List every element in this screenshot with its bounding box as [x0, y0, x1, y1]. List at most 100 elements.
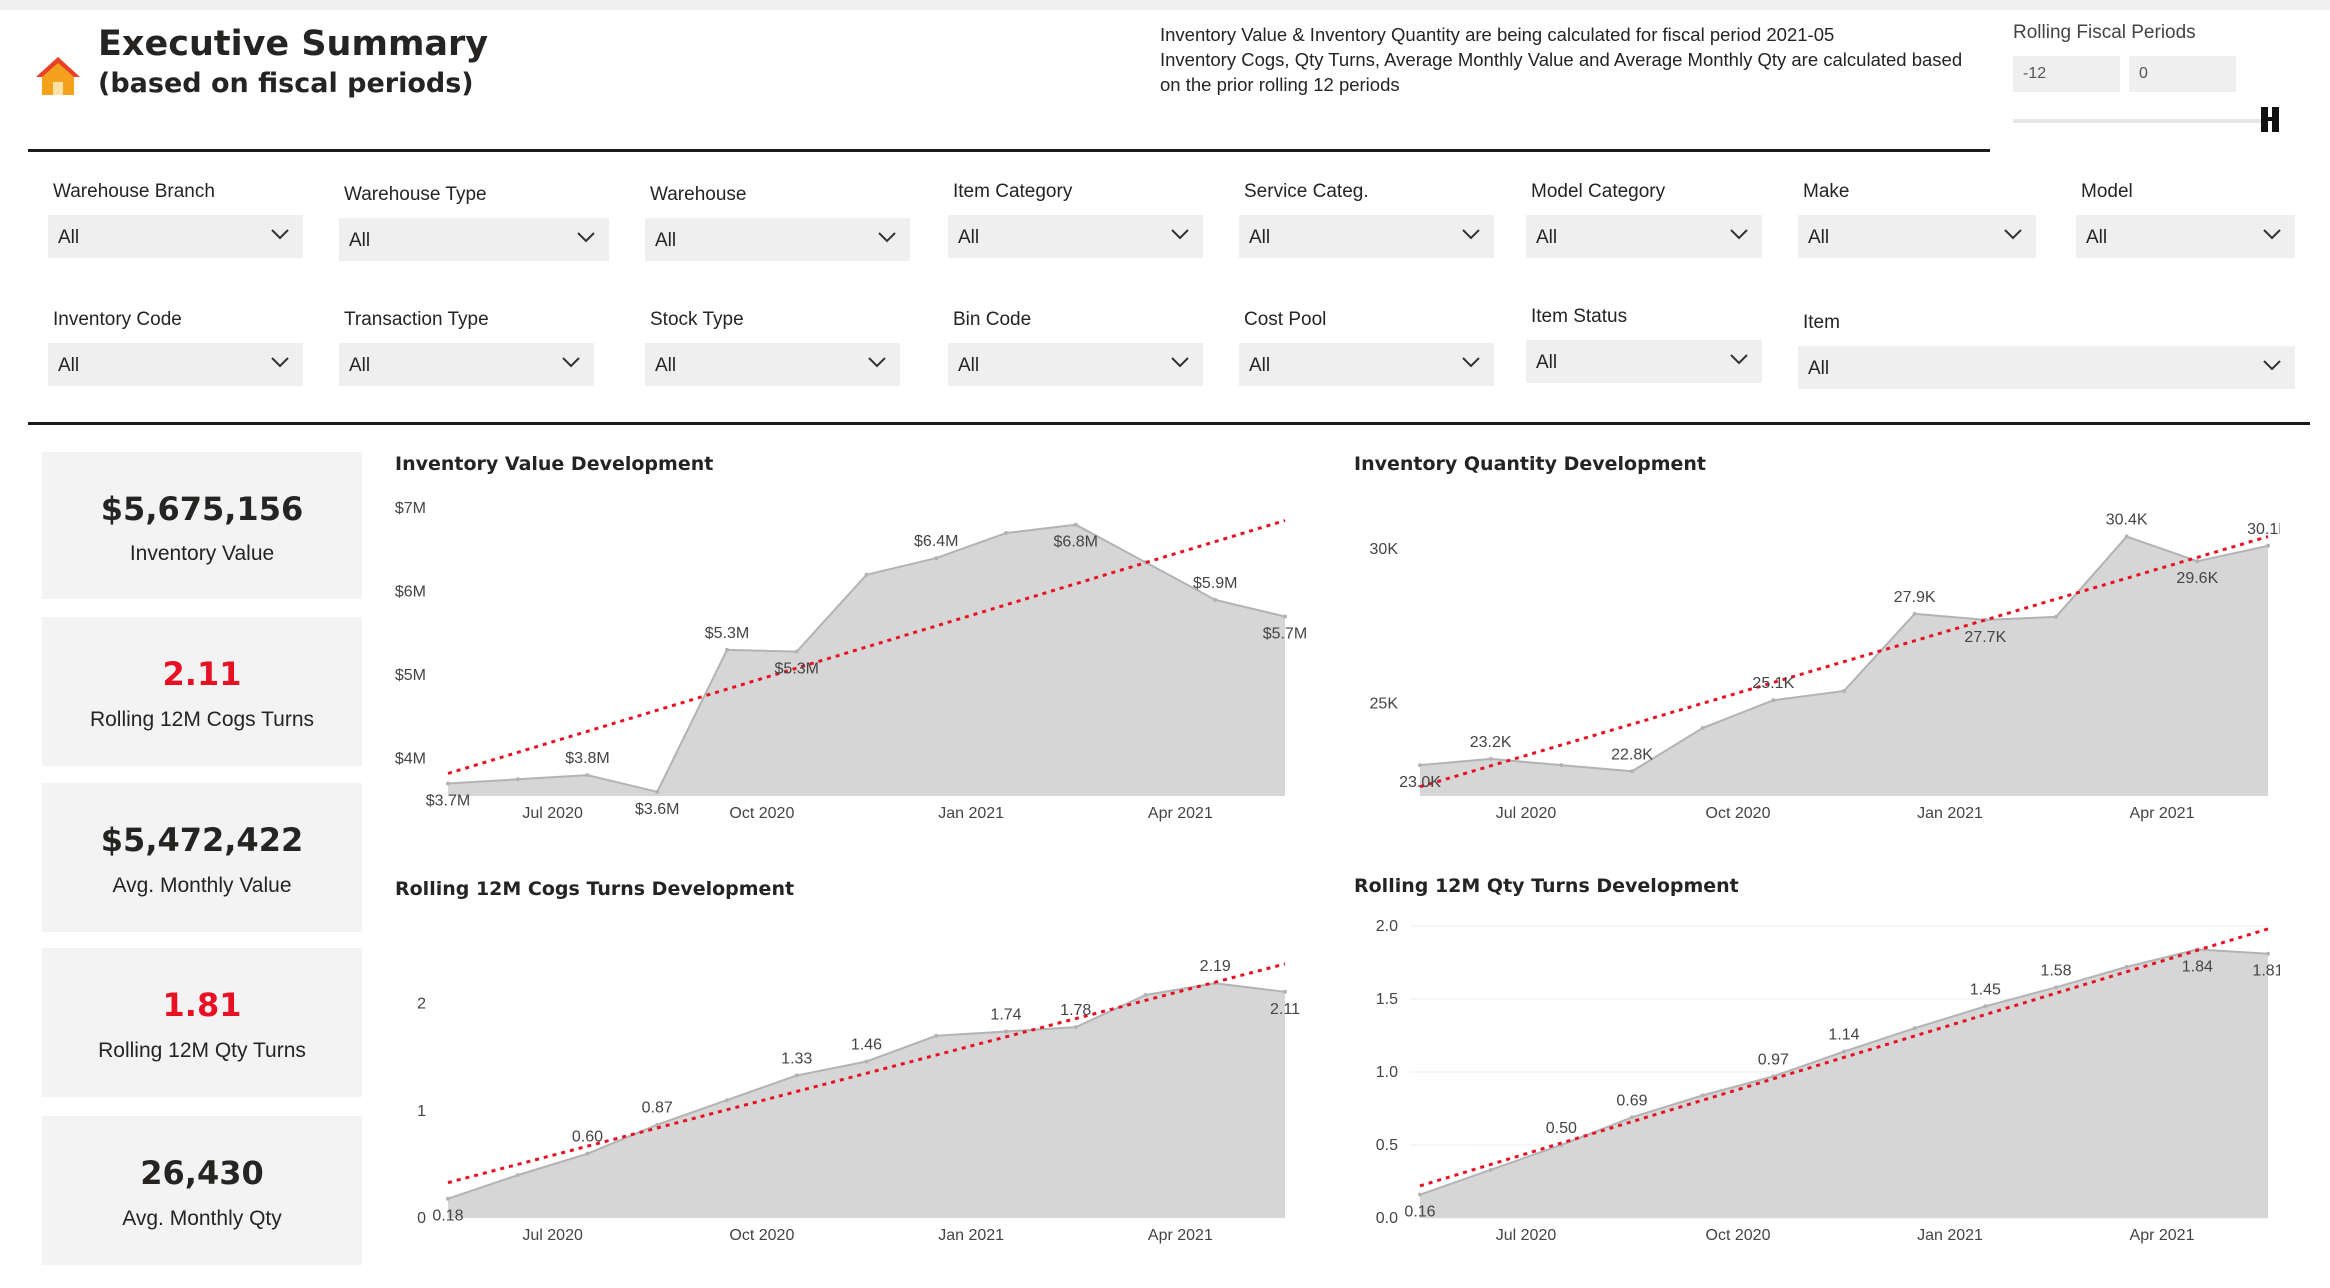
slicer-warehouse-type[interactable]: All — [339, 218, 609, 261]
data-point[interactable] — [585, 773, 590, 778]
kpi-value: 1.81 — [162, 986, 242, 1024]
x-tick-label: Oct 2020 — [729, 1227, 794, 1244]
data-point[interactable] — [2266, 543, 2270, 548]
data-label: 1.33 — [781, 1050, 812, 1067]
data-label: 2.11 — [1270, 1001, 1300, 1018]
x-tick-label: Oct 2020 — [1706, 1227, 1771, 1244]
data-point[interactable] — [1700, 1093, 1705, 1098]
data-point[interactable] — [1004, 531, 1008, 536]
data-point[interactable] — [1283, 989, 1287, 994]
slicer-inventory-code[interactable]: All — [48, 343, 303, 386]
data-point[interactable] — [446, 781, 450, 786]
slicer-label-item-status: Item Status — [1531, 306, 1628, 327]
data-point[interactable] — [1983, 1004, 1988, 1009]
data-point[interactable] — [1912, 1026, 1917, 1031]
trend-line — [1419, 535, 2269, 789]
kpi-label: Rolling 12M Cogs Turns — [89, 708, 315, 731]
chevron-down-icon — [2004, 229, 2022, 240]
slicer-value: All — [655, 355, 677, 376]
data-point[interactable] — [1630, 1115, 1634, 1120]
rolling-periods-slider[interactable] — [2013, 119, 2265, 123]
data-point[interactable] — [2266, 951, 2270, 956]
data-point[interactable] — [1559, 763, 1564, 768]
slicer-value: All — [958, 355, 980, 376]
data-point[interactable] — [1488, 1167, 1493, 1172]
data-point[interactable] — [934, 556, 939, 561]
y-tick-label: 0 — [417, 1210, 426, 1227]
data-point[interactable] — [1073, 1025, 1078, 1030]
slicer-item[interactable]: All — [1798, 346, 2295, 389]
data-point[interactable] — [655, 1122, 660, 1127]
data-point[interactable] — [1213, 597, 1218, 602]
data-point[interactable] — [1418, 763, 1422, 768]
slicer-warehouse-branch[interactable]: All — [48, 215, 303, 258]
slicer-warehouse[interactable]: All — [645, 218, 910, 261]
data-point[interactable] — [864, 1059, 869, 1064]
slider-handle-end[interactable] — [2272, 107, 2279, 132]
slicer-label-stock-type: Stock Type — [650, 309, 744, 330]
data-point[interactable] — [1700, 726, 1705, 731]
slicer-label-cost-pool: Cost Pool — [1244, 309, 1327, 330]
data-point[interactable] — [864, 572, 869, 577]
data-point[interactable] — [1418, 1192, 1422, 1197]
data-point[interactable] — [934, 1033, 939, 1038]
rolling-periods-from-input[interactable]: -12 — [2013, 56, 2120, 92]
slicer-make[interactable]: All — [1798, 215, 2036, 258]
data-point[interactable] — [2124, 534, 2129, 539]
slicer-cost-pool[interactable]: All — [1239, 343, 1494, 386]
data-point[interactable] — [1143, 993, 1148, 998]
data-point[interactable] — [2054, 985, 2058, 990]
data-label: 1.46 — [851, 1036, 882, 1053]
slicer-value: All — [58, 227, 80, 248]
data-point[interactable] — [794, 1073, 799, 1078]
slicer-value: All — [958, 227, 980, 248]
data-point[interactable] — [725, 1098, 729, 1103]
data-point[interactable] — [2054, 614, 2058, 619]
data-point[interactable] — [1842, 688, 1846, 693]
data-point[interactable] — [585, 1151, 590, 1156]
data-point[interactable] — [2124, 964, 2129, 969]
data-point[interactable] — [725, 647, 729, 652]
slicer-bin-code[interactable]: All — [948, 343, 1203, 386]
slicer-transaction-type[interactable]: All — [339, 343, 594, 386]
data-point[interactable] — [2195, 559, 2200, 564]
x-tick-label: Apr 2021 — [1148, 805, 1213, 822]
kpi-value: $5,472,422 — [100, 821, 304, 859]
slicer-model-category[interactable]: All — [1526, 215, 1762, 258]
x-tick-label: Jul 2020 — [1496, 1227, 1557, 1244]
data-point[interactable] — [1283, 614, 1287, 619]
slicer-service-category[interactable]: All — [1239, 215, 1494, 258]
data-point[interactable] — [1912, 611, 1917, 616]
data-label: 2.19 — [1200, 958, 1231, 975]
slicer-item-status[interactable]: All — [1526, 340, 1762, 383]
data-point[interactable] — [794, 649, 799, 654]
x-tick-label: Jan 2021 — [1917, 1227, 1983, 1244]
slicer-value: All — [349, 355, 371, 376]
data-point[interactable] — [655, 789, 660, 794]
y-tick-label: $5M — [395, 667, 426, 684]
data-point[interactable] — [1073, 522, 1078, 527]
slicer-item-category[interactable]: All — [948, 215, 1203, 258]
kpi-label: Avg. Monthly Value — [112, 874, 292, 897]
data-point[interactable] — [1004, 1029, 1008, 1034]
data-point[interactable] — [1771, 698, 1776, 703]
rolling-periods-to-input[interactable]: 0 — [2129, 56, 2236, 92]
slicer-model[interactable]: All — [2076, 215, 2295, 258]
x-tick-label: Jan 2021 — [938, 805, 1004, 822]
data-point[interactable] — [515, 777, 520, 782]
note-line: Inventory Cogs, Qty Turns, Average Month… — [1160, 49, 1963, 70]
slider-handle-bar — [2262, 117, 2274, 121]
data-point[interactable] — [1630, 769, 1634, 774]
slicer-stock-type[interactable]: All — [645, 343, 900, 386]
inventory-quantity-chart: 25K 30K 23.0K 23.2K 22.8K 25.1K 27.9K 27.7K 30.4… — [1370, 512, 2280, 822]
data-point[interactable] — [1488, 756, 1493, 761]
slicer-value: All — [1808, 358, 1830, 379]
data-point[interactable] — [1842, 1049, 1846, 1054]
chevron-down-icon — [2263, 360, 2281, 371]
data-point[interactable] — [515, 1173, 520, 1178]
x-tick-label: Jan 2021 — [1917, 805, 1983, 822]
data-label: 0.69 — [1616, 1092, 1647, 1109]
kpi-card-avg-monthly-qty: 26,430 Avg. Monthly Qty — [42, 1116, 362, 1265]
y-tick-label: 0.0 — [1376, 1210, 1398, 1227]
data-point[interactable] — [446, 1196, 450, 1201]
